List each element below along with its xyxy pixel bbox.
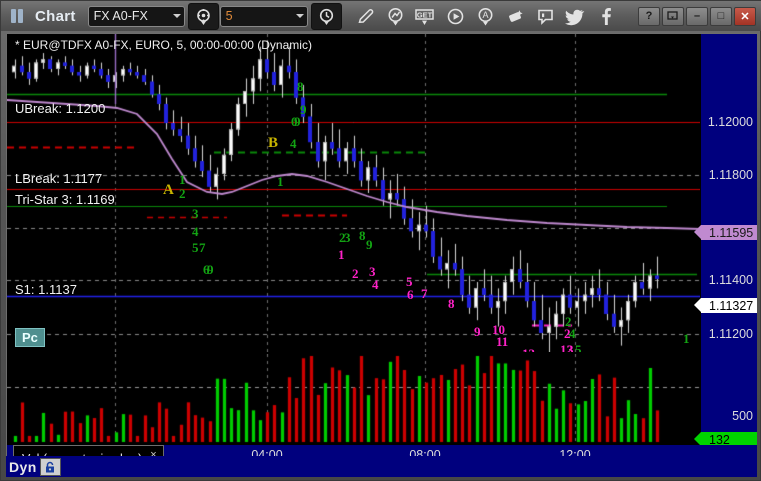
annotation-green: 4 — [569, 326, 576, 341]
pc-badge[interactable]: Pc — [15, 328, 45, 347]
annotation-green: 8 — [297, 79, 304, 94]
annotation-green: 7 — [199, 240, 206, 255]
status-bar: Dyn — [6, 456, 757, 477]
annotation-green: 5 — [192, 240, 199, 255]
level-label-idt: I DT: 1.1111 — [12, 351, 74, 352]
period-clock-icon[interactable] — [310, 2, 342, 30]
annotation-magenta: 9 — [474, 324, 481, 339]
close-icon[interactable]: × — [150, 449, 157, 461]
volume-plot-area[interactable] — [7, 354, 700, 444]
chart-header-text: * EUR@TDFX A0-FX, EURO, 5, 00:00-00:00 (… — [15, 38, 312, 52]
moving-average-price-marker: 1.11595 — [694, 225, 757, 240]
annotation-magenta: 2 — [564, 326, 571, 341]
annotation-magenta: 5 — [406, 274, 413, 289]
svg-text:A: A — [482, 10, 488, 20]
annotation-magenta: 3 — [567, 342, 574, 352]
price-candles-canvas — [7, 34, 700, 352]
help-button[interactable]: ? — [638, 6, 660, 26]
annotation-yellow: B — [268, 135, 279, 151]
status-mode-label: Dyn — [9, 458, 37, 475]
annotation-magenta: 11 — [496, 334, 509, 349]
restore-down-button[interactable] — [662, 6, 684, 26]
annotation-green: 1 — [179, 172, 186, 187]
annotation-green: 9 — [294, 114, 301, 129]
annotation-green: 1 — [683, 331, 690, 346]
price-tick-1.11400: 1.11400 — [708, 273, 753, 287]
annotation-green: 5 — [575, 342, 582, 352]
lock-icon[interactable] — [39, 457, 61, 476]
app-logo-icon — [11, 8, 31, 24]
close-button[interactable]: ✕ — [734, 6, 756, 26]
annotation-magenta: 4 — [372, 277, 379, 292]
annotation-magenta: 13 — [522, 346, 535, 352]
price-tick-1.11800: 1.11800 — [708, 168, 753, 182]
annotation-green: 2 — [565, 314, 572, 329]
volume-tick-500: 500 — [732, 409, 753, 423]
annotation-green: 6 — [203, 262, 210, 277]
trend-tool-icon[interactable] — [381, 4, 410, 29]
annotation-magenta: 1 — [338, 247, 345, 262]
volume-bars-canvas — [7, 354, 700, 444]
chevron-down-icon — [295, 14, 304, 18]
facebook-icon[interactable] — [591, 4, 620, 29]
annotation-magenta: 3 — [369, 264, 376, 279]
annotation-magenta: 2 — [352, 266, 359, 281]
level-label-tristar3: Tri-Star 3: 1.1169 — [15, 192, 115, 207]
symbol-selector[interactable]: FX A0-FX — [87, 5, 185, 27]
annotation-green: 9 — [207, 262, 214, 277]
svg-text:GET: GET — [417, 10, 433, 19]
annotation-green: 2 — [179, 186, 186, 201]
annotation-magenta: 12 — [560, 342, 573, 352]
annotation-green: 4 — [290, 136, 297, 151]
current-price-marker: 1.11327 — [694, 298, 757, 313]
app-title: Chart — [35, 7, 76, 25]
get-quote-icon[interactable]: GET — [411, 4, 440, 29]
site-watermark: t.com — [69, 348, 114, 352]
annotation-magenta: 8 — [448, 296, 455, 311]
level-label-ubreak: UBreak: 1.1200 — [15, 101, 106, 116]
annotation-green: 9 — [366, 237, 373, 252]
window-controls: ? – □ ✕ — [638, 6, 758, 26]
pencil-icon[interactable] — [351, 4, 380, 29]
annotation-magenta: 7 — [421, 286, 428, 301]
annotate-icon[interactable]: A — [471, 4, 500, 29]
price-axis[interactable]: 1.12000 1.11800 1.11400 1.11200 1.11595 1.1… — [694, 34, 757, 465]
twitter-icon[interactable] — [561, 4, 590, 29]
annotation-magenta: 10 — [492, 322, 505, 337]
main-toolbar: Chart FX A0-FX 5 GET A — [1, 1, 761, 31]
play-icon[interactable] — [441, 4, 470, 29]
annotation-green: 8 — [359, 228, 366, 243]
annotation-green: 1 — [277, 174, 284, 189]
comment-icon[interactable] — [531, 4, 560, 29]
level-label-s1: S1: 1.1137 — [15, 282, 77, 297]
annotation-green: 9 — [300, 102, 307, 117]
maximize-button[interactable]: □ — [710, 6, 732, 26]
annotation-magenta: 6 — [407, 287, 414, 302]
annotation-green: 3 — [344, 230, 351, 245]
symbol-settings-icon[interactable] — [187, 2, 219, 30]
annotation-green: 2 — [339, 230, 346, 245]
period-value: 5 — [225, 9, 233, 23]
price-tick-1.11200: 1.11200 — [708, 327, 753, 341]
period-selector[interactable]: 5 — [219, 5, 308, 27]
annotation-green: 0 — [291, 114, 298, 129]
price-plot-area[interactable]: * EUR@TDFX A0-FX, EURO, 5, 00:00-00:00 (… — [7, 34, 700, 352]
chart-frame: * EUR@TDFX A0-FX, EURO, 5, 00:00-00:00 (… — [6, 33, 757, 477]
current-volume-marker: 132 — [694, 432, 757, 447]
level-label-lbreak: LBreak: 1.1177 — [15, 171, 103, 186]
chevron-down-icon — [172, 14, 181, 18]
symbol-value: FX A0-FX — [93, 9, 148, 23]
annotation-green: 3 — [192, 206, 199, 221]
price-tick-1.12000: 1.12000 — [707, 115, 753, 129]
minimize-button[interactable]: – — [686, 6, 708, 26]
annotation-green: 4 — [192, 224, 199, 239]
drawing-tools-icon[interactable] — [501, 4, 530, 29]
annotation-yellow: A — [163, 182, 174, 198]
